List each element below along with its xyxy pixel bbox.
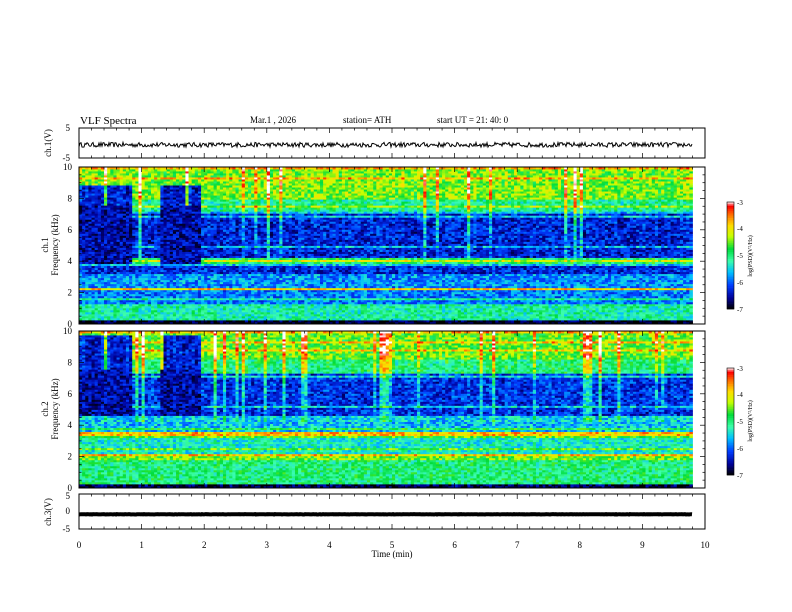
station-label: station= ATH xyxy=(343,115,392,125)
vlf-spectra-figure: VLF Spectra Mar.1 , 2026 station= ATH st… xyxy=(0,0,792,612)
date-label: Mar.1 , 2026 xyxy=(250,115,296,125)
start-ut-label: start UT = 21: 40: 0 xyxy=(437,115,509,125)
ch1-spectrogram-image xyxy=(79,167,693,324)
ch1-ytick-top: 5 xyxy=(66,123,71,133)
ch1-ylabel: ch.1(V) xyxy=(43,129,53,157)
figure-title: VLF Spectra xyxy=(80,115,137,127)
